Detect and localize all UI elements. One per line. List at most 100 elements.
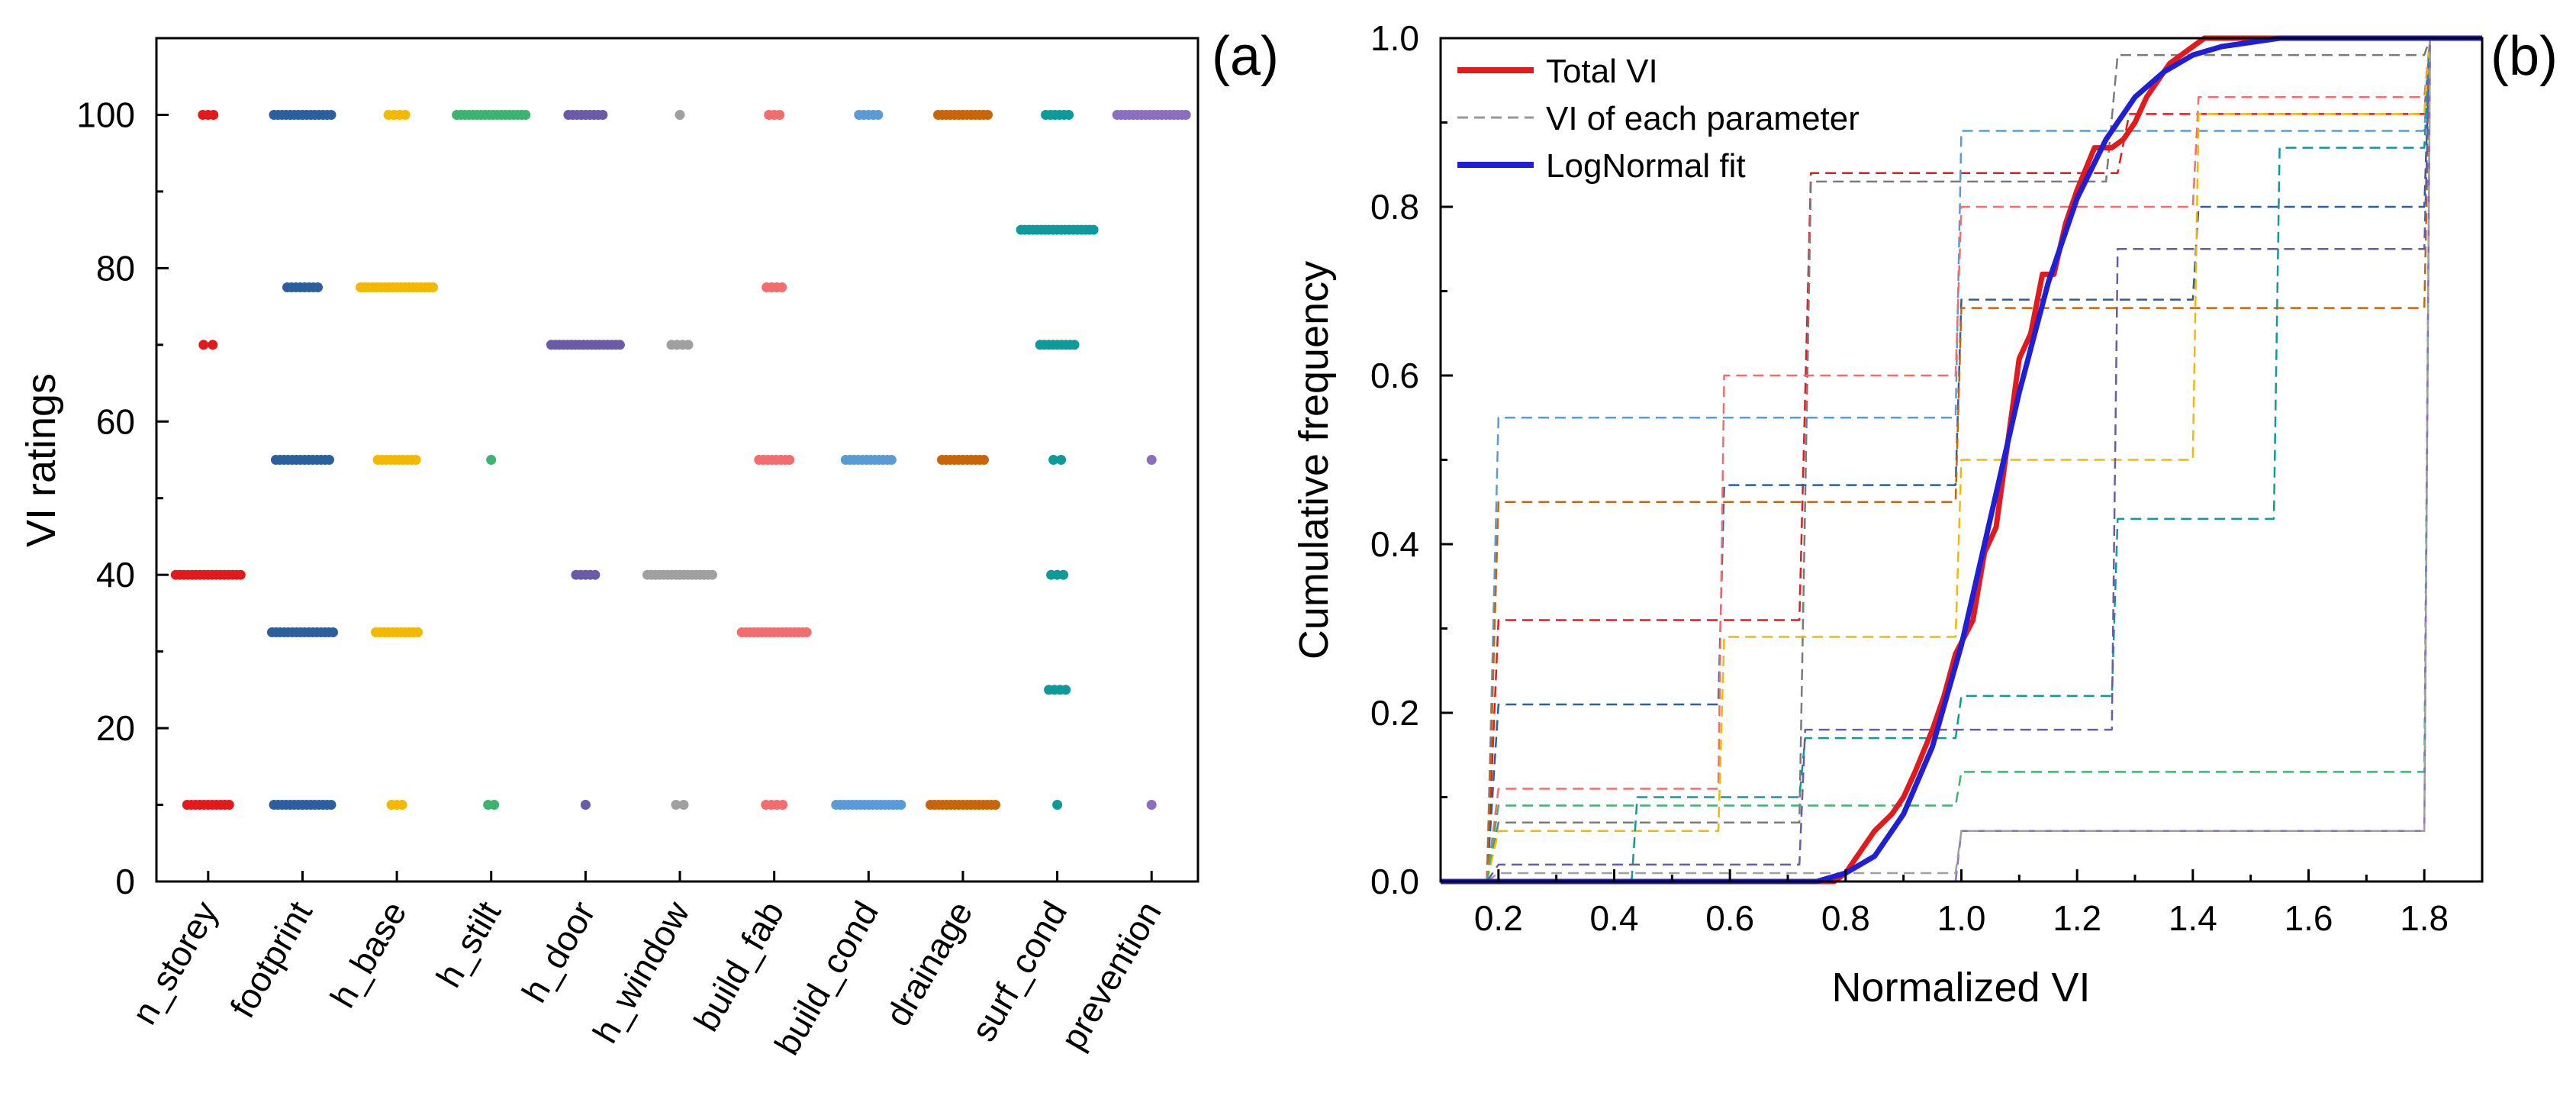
rating-dot xyxy=(979,455,989,465)
panel-b-x-tick-label: 0.4 xyxy=(1590,898,1639,938)
parameter-cdf-line xyxy=(1486,37,2431,882)
rating-dot xyxy=(671,800,681,810)
rating-dot xyxy=(400,110,411,120)
panel-a-x-tick-label: n_storey xyxy=(124,894,225,1031)
rating-dot xyxy=(778,800,788,810)
rating-dot xyxy=(326,110,336,120)
parameter-cdf-line xyxy=(1486,37,2432,882)
panel-b-x-tick-label: 0.8 xyxy=(1821,898,1870,938)
rating-dot xyxy=(397,800,407,810)
panel-a-y-tick-label: 80 xyxy=(96,248,135,288)
rating-dot xyxy=(313,282,323,292)
panel-a-y-tick-label: 40 xyxy=(96,555,135,595)
panel-a-x-tick-label: h_window xyxy=(584,894,697,1049)
rating-dot xyxy=(1058,569,1069,580)
panel-a-x-tick-label: h_door xyxy=(514,894,603,1009)
panel-b-y-tick-label: 0.4 xyxy=(1370,524,1419,564)
dot-strip-build_cond xyxy=(831,110,906,810)
rating-dot xyxy=(784,455,795,465)
rating-dot xyxy=(208,340,218,350)
rating-dot xyxy=(675,110,685,120)
total-vi-line xyxy=(1441,35,2482,885)
panel-a-marks xyxy=(170,110,1191,810)
panel-a-label: (a) xyxy=(1212,26,1279,87)
panel-b-x-tick-label: 0.6 xyxy=(1705,898,1754,938)
rating-dot xyxy=(1146,800,1157,810)
rating-dot xyxy=(590,569,601,580)
dot-strip-prevention xyxy=(1112,110,1191,810)
panel-a-y-tick-label: 100 xyxy=(76,95,135,134)
dot-strip-n_storey xyxy=(170,110,246,810)
rating-dot xyxy=(1064,110,1074,120)
rating-dot xyxy=(328,627,338,637)
rating-dot xyxy=(224,800,234,810)
rating-dot xyxy=(1146,455,1157,465)
panel-a-x-tick-label: h_base xyxy=(322,894,414,1014)
panel-b-y-tick-label: 0.8 xyxy=(1370,187,1419,227)
rating-dot xyxy=(707,569,717,580)
panel-b-x-tick-label: 1.4 xyxy=(2169,898,2217,938)
rating-dot xyxy=(1056,455,1067,465)
rating-dot xyxy=(520,110,531,120)
panel-b-ylabel: Cumulative frequency xyxy=(1291,261,1337,659)
rating-dot xyxy=(1180,110,1191,120)
dot-strip-build_fab xyxy=(736,110,812,810)
legend-label: LogNormal fit xyxy=(1546,147,1746,185)
rating-dot xyxy=(896,800,906,810)
panel-b-y-tick-label: 0.2 xyxy=(1370,693,1419,733)
lognormal-fit-line xyxy=(1441,35,2482,885)
parameter-cdf-line xyxy=(1954,37,2432,882)
panel-a-y-tick-label: 0 xyxy=(115,862,135,901)
parameter-cdf-line xyxy=(1486,37,2432,882)
rating-dot xyxy=(428,282,439,292)
rating-dot xyxy=(235,569,246,580)
dot-strip-h_base xyxy=(356,110,439,810)
rating-dot xyxy=(801,627,812,637)
panel-b-marks xyxy=(1441,35,2482,885)
rating-dot xyxy=(886,455,897,465)
panel-a-frame xyxy=(155,37,1199,883)
rating-dot xyxy=(411,455,421,465)
rating-dot xyxy=(413,627,423,637)
panel-b-label: (b) xyxy=(2491,26,2558,87)
rating-dot xyxy=(580,800,591,810)
panel-a-x-tick-label: h_stilt xyxy=(428,894,508,994)
rating-dot xyxy=(1061,685,1071,695)
parameter-cdf-line xyxy=(1486,37,2432,882)
rating-dot xyxy=(324,455,334,465)
rating-dot xyxy=(1069,340,1080,350)
panel-b-y-ticks: 0.0 0.2 0.4 0.6 0.8 1.0 xyxy=(1370,18,1453,901)
rating-dot xyxy=(683,340,694,350)
rating-dot xyxy=(1052,800,1063,810)
legend-label: VI of each parameter xyxy=(1546,100,1860,137)
rating-dot xyxy=(678,800,689,810)
rating-dot xyxy=(326,800,336,810)
rating-dot xyxy=(873,110,884,120)
dot-strip-h_window xyxy=(642,110,717,810)
rating-dot xyxy=(597,110,608,120)
panel-b-legend: Total VI VI of each parameter LogNormal fi… xyxy=(1457,53,1860,185)
panel-b-xlabel: Normalized VI xyxy=(1831,965,2090,1010)
parameter-cdf-line xyxy=(1486,37,2432,882)
parameter-cdf-line xyxy=(1486,37,2432,883)
panel-b-x-tick-label: 0.2 xyxy=(1474,898,1523,938)
rating-dot xyxy=(777,282,787,292)
rating-dot xyxy=(198,340,209,350)
panel-b-x-tick-label: 1.0 xyxy=(1937,898,1986,938)
panel-a-x-tick-label: drainage xyxy=(877,894,980,1033)
rating-dot xyxy=(614,340,625,350)
panel-a-y-tick-label: 20 xyxy=(96,708,135,748)
panel-a-y-tick-label: 60 xyxy=(96,401,135,441)
panel-a-x-tick-label: build_fab xyxy=(686,894,791,1038)
dot-strip-surf_cond xyxy=(1016,110,1099,810)
panel-b-y-tick-label: 0.6 xyxy=(1370,356,1419,395)
panel-a-x-tick-label: footprint xyxy=(222,894,320,1024)
panel-b-x-tick-label: 1.8 xyxy=(2400,898,2449,938)
rating-dot xyxy=(774,110,785,120)
rating-dot xyxy=(486,455,497,465)
panel-b: 0.0 0.2 0.4 0.6 0.8 1.0 0.2 0.4 0.6 0.8 1.0 1.2 1.4… xyxy=(1291,18,2558,1010)
dot-strip-drainage xyxy=(926,110,1000,810)
